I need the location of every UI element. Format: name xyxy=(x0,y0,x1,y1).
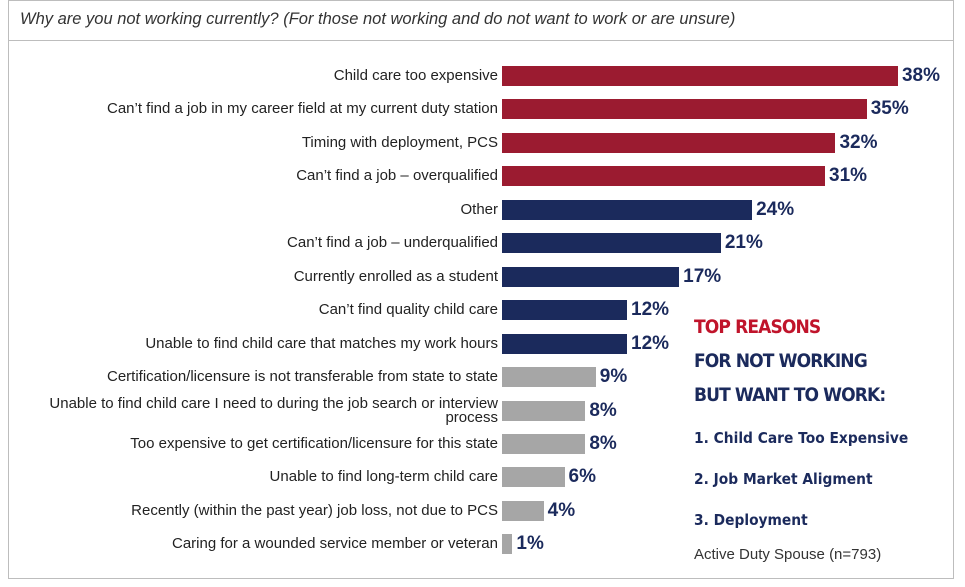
category-label: Certification/licensure is not transfera… xyxy=(106,368,498,386)
value-label: 17% xyxy=(683,265,722,287)
bar xyxy=(502,199,753,220)
value-label: 8% xyxy=(589,432,617,454)
value-label: 4% xyxy=(547,499,576,521)
category-label: Unable to find child care that matches m… xyxy=(145,334,498,352)
category-label: Caring for a wounded service member or v… xyxy=(172,535,498,553)
bar xyxy=(502,266,680,287)
value-label: 8% xyxy=(589,399,617,421)
category-label: Timing with deployment, PCS xyxy=(301,133,498,151)
bar xyxy=(502,333,628,354)
category-label: Can’t find a job – overqualified xyxy=(296,167,498,185)
value-label: 31% xyxy=(829,165,868,187)
bar xyxy=(502,233,721,254)
value-label: 38% xyxy=(901,65,940,86)
annotation: TOP REASONS xyxy=(694,316,821,338)
title-rule xyxy=(8,40,954,41)
category-label: Can’t find quality child care xyxy=(318,301,498,319)
bar xyxy=(502,132,836,153)
bar xyxy=(502,467,565,488)
bar xyxy=(502,99,867,120)
category-label: Can’t find a job in my career field at m… xyxy=(106,100,498,118)
category-label: Currently enrolled as a student xyxy=(293,267,498,285)
category-label: Recently (within the past year) job loss… xyxy=(131,501,498,519)
value-label: 32% xyxy=(839,131,878,153)
value-label: 24% xyxy=(756,198,795,220)
value-label: 6% xyxy=(568,466,596,488)
value-label: 35% xyxy=(870,98,909,120)
category-label: Other xyxy=(460,200,498,218)
category-label: Too expensive to get certification/licen… xyxy=(130,434,498,452)
annotation: Active Duty Spouse (n=793) xyxy=(694,546,882,563)
value-label: 12% xyxy=(631,332,670,354)
annotation: FOR NOT WORKING xyxy=(694,350,868,372)
bar xyxy=(502,534,513,555)
value-label: 12% xyxy=(631,299,670,321)
bar xyxy=(502,367,596,388)
bar xyxy=(502,166,826,187)
category-label: Unable to find long-term child care xyxy=(269,468,498,486)
bar xyxy=(502,433,586,454)
annotation: 3. Deployment xyxy=(694,511,808,529)
bar xyxy=(502,300,628,321)
bar xyxy=(502,66,898,86)
annotation: BUT WANT TO WORK: xyxy=(694,384,886,406)
frame xyxy=(8,0,954,579)
annotation: 2. Job Market Aligment xyxy=(694,470,873,488)
value-label: 1% xyxy=(516,533,544,555)
bar xyxy=(502,500,544,521)
value-label: 21% xyxy=(724,232,763,254)
chart-title: Why are you not working currently? (For … xyxy=(20,10,736,28)
annotation: 1. Child Care Too Expensive xyxy=(694,429,909,447)
category-label: Can’t find a job – underqualified xyxy=(287,234,498,252)
category-label: Child care too expensive xyxy=(333,67,498,84)
bar xyxy=(502,400,586,421)
category-label: Unable to find child care I need to duri… xyxy=(49,394,498,426)
value-label: 9% xyxy=(599,366,628,388)
